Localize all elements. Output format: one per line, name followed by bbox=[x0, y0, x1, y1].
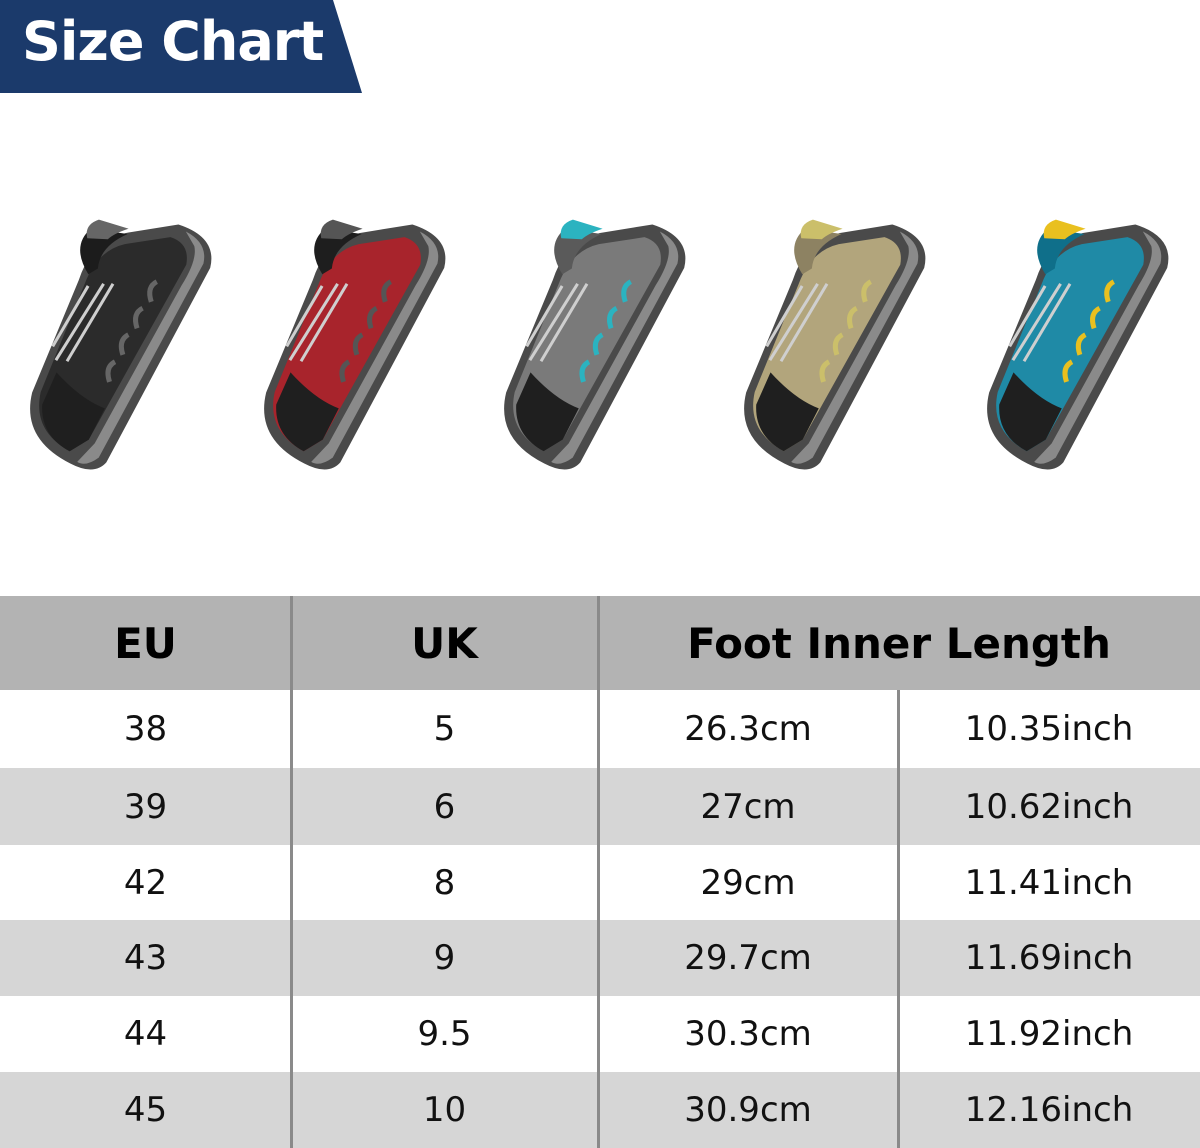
cell-inch: 10.35inch bbox=[964, 709, 1134, 749]
shoe-image-grey bbox=[472, 180, 712, 500]
cell-eu: 44 bbox=[123, 1014, 168, 1054]
cell-cm: 30.9cm bbox=[684, 1090, 812, 1130]
table-row: 45 10 30.9cm 12.16inch bbox=[0, 1072, 1200, 1148]
cell-uk: 10 bbox=[422, 1090, 467, 1130]
cell-eu: 39 bbox=[123, 786, 168, 827]
size-table: EU UK Foot Inner Length 38 5 26.3cm 10.35in… bbox=[0, 596, 1200, 1148]
column-divider bbox=[897, 690, 900, 1148]
cell-cm: 26.3cm bbox=[684, 709, 812, 749]
header-uk: UK bbox=[291, 596, 598, 690]
cell-cm: 29.7cm bbox=[684, 938, 812, 978]
banner-background bbox=[0, 0, 362, 93]
cell-eu: 38 bbox=[123, 709, 168, 749]
shoe-image-khaki bbox=[712, 180, 952, 500]
product-images bbox=[0, 180, 1200, 500]
cell-inch: 12.16inch bbox=[964, 1090, 1134, 1130]
table-row: 39 6 27cm 10.62inch bbox=[0, 768, 1200, 845]
cell-eu: 43 bbox=[123, 938, 168, 978]
table-row: 42 8 29cm 11.41inch bbox=[0, 845, 1200, 920]
cell-uk: 9 bbox=[433, 938, 456, 978]
page-title: Size Chart bbox=[22, 10, 324, 73]
cell-inch: 11.92inch bbox=[964, 1014, 1134, 1054]
header-eu: EU bbox=[0, 596, 291, 690]
cell-cm: 29cm bbox=[700, 862, 796, 903]
cell-uk: 8 bbox=[433, 862, 456, 903]
cell-uk: 9.5 bbox=[417, 1014, 472, 1054]
cell-eu: 42 bbox=[123, 862, 168, 903]
size-chart-banner: Size Chart bbox=[0, 0, 362, 93]
cell-cm: 27cm bbox=[700, 786, 796, 827]
table-row: 44 9.5 30.3cm 11.92inch bbox=[0, 996, 1200, 1072]
cell-inch: 10.62inch bbox=[964, 786, 1134, 827]
column-divider bbox=[597, 596, 600, 1148]
cell-cm: 30.3cm bbox=[684, 1014, 812, 1054]
cell-uk: 5 bbox=[433, 709, 456, 749]
table-row: 38 5 26.3cm 10.35inch bbox=[0, 690, 1200, 768]
header-foot-inner-length: Foot Inner Length bbox=[598, 596, 1200, 690]
cell-inch: 11.41inch bbox=[964, 862, 1134, 903]
table-row: 43 9 29.7cm 11.69inch bbox=[0, 920, 1200, 996]
cell-eu: 45 bbox=[123, 1090, 168, 1130]
cell-inch: 11.69inch bbox=[964, 938, 1134, 978]
shoe-image-blue bbox=[955, 180, 1195, 500]
column-divider bbox=[290, 596, 293, 1148]
shoe-image-black bbox=[0, 180, 238, 500]
cell-uk: 6 bbox=[433, 786, 456, 827]
shoe-image-red bbox=[232, 180, 472, 500]
